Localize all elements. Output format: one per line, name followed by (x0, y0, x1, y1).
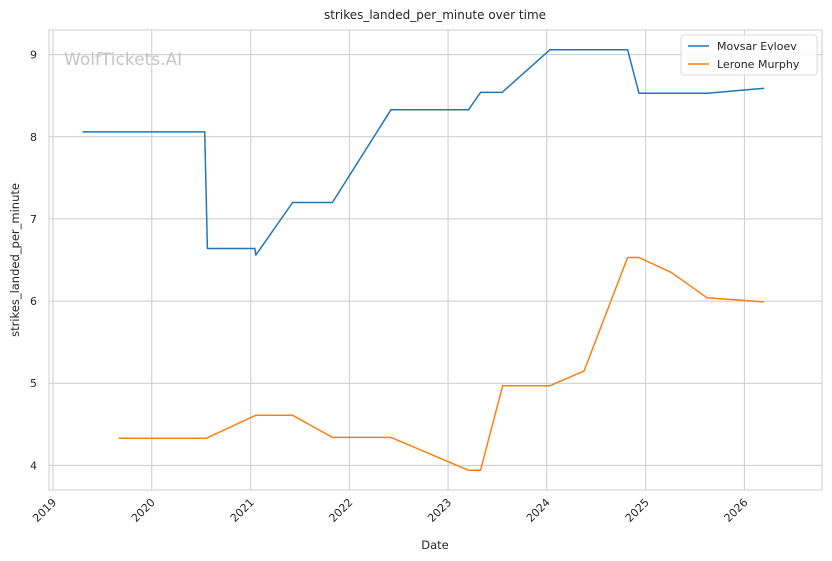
series-line-1 (82, 48, 765, 256)
x-axis-title: Date (421, 538, 449, 552)
y-tick-label: 9 (30, 49, 37, 62)
y-axis-title: strikes_landed_per_minute (8, 183, 22, 337)
legend-label-1: Movsar Evloev (717, 40, 797, 53)
y-tick-label: 8 (30, 131, 37, 144)
series-line-2 (118, 256, 765, 472)
series-layer (82, 48, 765, 472)
plot-area (48, 29, 823, 491)
y-tick-label: 7 (30, 213, 37, 226)
watermark-text: WolfTickets.AI (64, 50, 182, 70)
legend-label-2: Lerone Murphy (717, 58, 800, 71)
y-tick-labels: 4 5 6 7 8 9 (30, 49, 37, 473)
y-tick-label: 5 (30, 377, 37, 390)
y-tick-label: 6 (30, 295, 37, 308)
legend: Movsar Evloev Lerone Murphy (680, 34, 818, 76)
y-tick-label: 4 (30, 459, 37, 472)
legend-box (680, 34, 818, 76)
chart-title: strikes_landed_per_minute over time (324, 8, 546, 22)
